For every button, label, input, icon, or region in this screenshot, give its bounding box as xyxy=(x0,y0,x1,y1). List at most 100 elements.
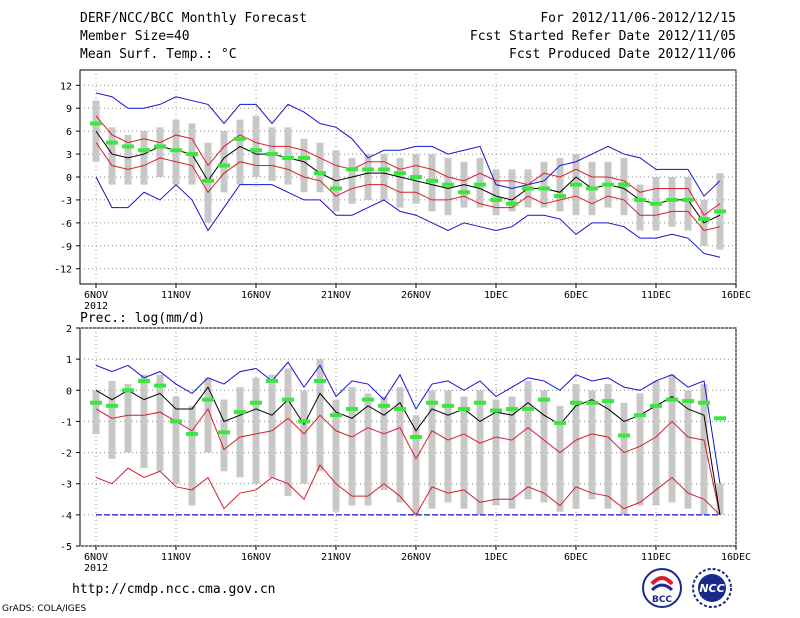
median-mark xyxy=(90,400,102,405)
spread-bar xyxy=(316,142,324,193)
spread-bar xyxy=(444,390,452,503)
ncc-logo-label: NCC xyxy=(699,582,724,595)
spread-bar xyxy=(364,393,372,506)
median-mark xyxy=(506,406,518,411)
x-tick-label: 26NOV xyxy=(401,290,431,301)
spread-bar xyxy=(348,157,356,204)
series-lower xyxy=(95,464,721,516)
y-tick-label: 9 xyxy=(66,104,72,115)
spread-bar xyxy=(396,387,404,503)
median-mark xyxy=(346,167,358,172)
spread-bar xyxy=(140,131,148,185)
x-tick-label: 16NOV xyxy=(241,552,271,563)
x-tick-label: 11DEC xyxy=(641,290,671,301)
x-tick-label: 6DEC xyxy=(564,552,588,563)
median-mark xyxy=(410,175,422,179)
y-tick-label: -6 xyxy=(60,219,72,230)
median-mark xyxy=(170,148,182,153)
median-mark xyxy=(90,121,102,126)
median-mark xyxy=(394,406,406,411)
spread-bar xyxy=(588,390,596,500)
x-tick-label: 11NOV xyxy=(161,290,191,301)
spread-bar xyxy=(300,390,308,484)
spread-bar xyxy=(220,131,228,193)
precip-panel-title: Prec.: log(mm/d) xyxy=(80,311,205,326)
spread-bar xyxy=(572,384,580,509)
median-mark xyxy=(714,209,726,214)
spread-bar xyxy=(188,405,196,506)
median-mark xyxy=(234,136,246,141)
x-tick-label: 6NOV xyxy=(84,290,108,301)
x-tick-label: 11NOV xyxy=(161,552,191,563)
y-tick-label: 12 xyxy=(60,81,72,92)
median-mark xyxy=(682,197,694,202)
series-mean xyxy=(95,386,721,515)
spread-bar xyxy=(156,374,164,472)
median-mark xyxy=(682,399,694,404)
spread-bar xyxy=(460,396,468,509)
median-mark xyxy=(474,400,486,405)
spread-bar xyxy=(220,399,228,472)
y-tick-label: -2 xyxy=(60,449,72,460)
median-mark xyxy=(298,419,310,424)
median-mark xyxy=(490,197,502,202)
x-tick-label: 6NOV xyxy=(84,552,108,563)
series-upper xyxy=(95,115,721,216)
header-title: DERF/NCC/BCC Monthly Forecast xyxy=(80,11,307,26)
median-mark xyxy=(346,406,358,411)
median-mark xyxy=(698,217,710,222)
y-tick-label: -1 xyxy=(60,417,72,428)
median-mark xyxy=(570,400,582,405)
spread-bar xyxy=(636,393,644,506)
median-mark xyxy=(138,378,150,383)
ncc-logo: NCC xyxy=(692,568,732,608)
x-tick-label: 6DEC xyxy=(564,290,588,301)
median-mark xyxy=(538,397,550,402)
median-mark xyxy=(154,144,166,149)
median-mark xyxy=(378,403,390,408)
spread-bar xyxy=(380,396,388,490)
median-mark xyxy=(602,182,614,187)
x-tick-label: 21NOV xyxy=(321,552,351,563)
spread-bar xyxy=(620,402,628,515)
median-mark xyxy=(490,408,502,413)
spread-bar xyxy=(556,157,564,212)
median-mark xyxy=(666,397,678,402)
header-started-date: Fcst Started Refer Date 2012/11/05 xyxy=(469,29,736,44)
median-mark xyxy=(602,399,614,404)
spread-bar xyxy=(556,405,564,512)
median-mark xyxy=(522,406,534,411)
series-lower xyxy=(95,142,721,232)
median-mark xyxy=(138,148,150,153)
spread-bar xyxy=(508,169,516,212)
y-tick-label: -4 xyxy=(60,511,72,522)
median-mark xyxy=(506,201,518,206)
x-year-label: 2012 xyxy=(84,301,108,312)
median-mark xyxy=(666,197,678,202)
spread-bar xyxy=(700,384,708,515)
median-mark xyxy=(650,201,662,206)
median-mark xyxy=(714,416,726,421)
grads-credit: GrADS: COLA/IGES xyxy=(2,604,87,614)
y-tick-label: -3 xyxy=(60,480,72,491)
footer-url: http://cmdp.ncc.cma.gov.cn xyxy=(72,582,276,597)
spread-bar xyxy=(492,169,500,216)
median-mark xyxy=(218,430,230,435)
median-mark xyxy=(234,410,246,415)
spread-bar xyxy=(172,396,180,484)
spread-bar xyxy=(92,390,100,434)
median-mark xyxy=(618,433,630,438)
y-tick-label: 1 xyxy=(66,355,72,366)
spread-bar xyxy=(716,483,724,515)
spread-bar xyxy=(380,154,388,200)
median-mark xyxy=(554,194,566,199)
x-tick-label: 11DEC xyxy=(641,552,671,563)
spread-bar xyxy=(540,161,548,208)
spread-bar xyxy=(124,384,132,453)
spread-bar xyxy=(236,119,244,185)
spread-bar xyxy=(300,138,308,193)
median-mark xyxy=(250,148,262,153)
median-mark xyxy=(330,413,342,418)
median-mark xyxy=(378,167,390,172)
